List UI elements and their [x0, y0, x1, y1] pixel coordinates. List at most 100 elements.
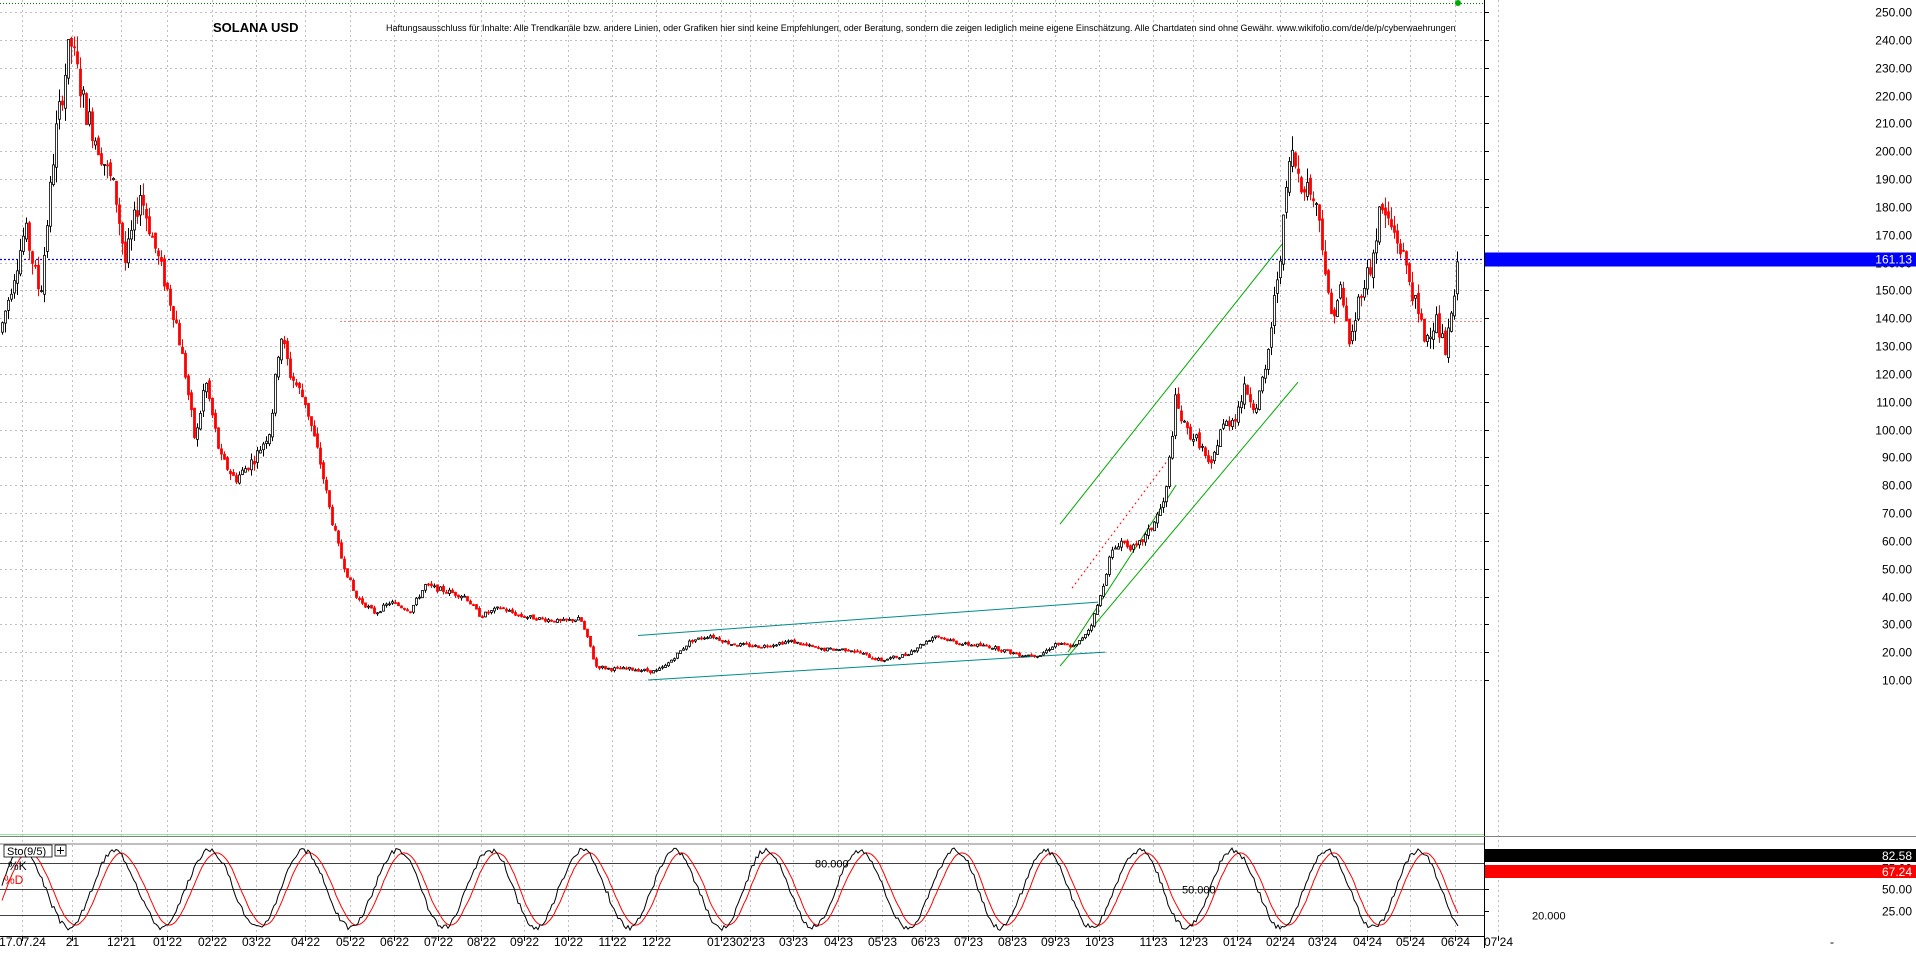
candle-body — [139, 195, 142, 216]
candle-body — [709, 635, 712, 639]
candle-body — [49, 181, 52, 227]
candle-body — [811, 644, 814, 648]
candle-body — [994, 646, 997, 650]
candle-body — [1177, 393, 1180, 409]
stoch-d-badge — [1485, 865, 1916, 878]
candle-body — [355, 590, 358, 598]
candle-body — [1294, 152, 1297, 167]
candle-body — [1009, 649, 1012, 654]
candle-body — [487, 611, 490, 614]
candle-body — [85, 93, 88, 125]
candle-body — [280, 338, 283, 361]
candle-body — [505, 608, 508, 612]
x-tick-label: 05'24 — [1396, 935, 1425, 948]
x-tick-label: 17.07.24 — [0, 935, 46, 948]
y-tick-label: 250.00 — [1875, 6, 1912, 20]
candle-body — [1387, 211, 1390, 219]
candle-body — [1192, 439, 1195, 442]
candle-body — [1228, 420, 1231, 427]
candle-body — [775, 644, 778, 647]
candle-body — [1171, 435, 1174, 459]
candle-body — [1156, 513, 1159, 524]
candle-body — [1336, 300, 1339, 317]
candle-body — [1039, 655, 1042, 657]
scroll-right-icon[interactable]: - — [1830, 935, 1834, 949]
candle-body — [1396, 230, 1399, 244]
candle-body — [1030, 654, 1033, 657]
candle-body — [1144, 533, 1147, 543]
stoch-level-label: 20.000 — [1532, 911, 1566, 923]
candle-body — [1033, 654, 1036, 657]
x-tick-label: 03'24 — [1308, 935, 1337, 948]
candle-body — [841, 648, 844, 651]
candle-body — [799, 642, 802, 646]
candle-body — [937, 635, 940, 638]
candle-body — [1408, 263, 1411, 282]
y-tick-label: 10.00 — [1882, 674, 1912, 688]
candle-body — [826, 647, 829, 652]
candle-body — [625, 667, 628, 670]
candle-body — [4, 310, 7, 324]
candle-body — [268, 434, 271, 445]
candle-body — [400, 605, 403, 609]
candle-body — [559, 618, 562, 622]
candle-body — [1105, 573, 1108, 586]
candle-body — [193, 407, 196, 438]
candle-body — [916, 647, 919, 652]
candle-body — [871, 657, 874, 660]
candle-body — [22, 235, 25, 252]
candle-body — [997, 646, 1000, 651]
candle-body — [1006, 649, 1009, 652]
candle-body — [10, 293, 13, 300]
y-tick-label: 170.00 — [1875, 229, 1912, 243]
candle-body — [1291, 149, 1294, 167]
candle-body — [337, 530, 340, 544]
candle-body — [121, 222, 124, 244]
candle-body — [187, 375, 190, 396]
candle-body — [28, 222, 31, 251]
candle-body — [892, 655, 895, 659]
candle-body — [256, 450, 259, 463]
candle-body — [331, 506, 334, 526]
candle-body — [763, 644, 766, 648]
candle-body — [715, 637, 718, 640]
candle-body — [1036, 655, 1039, 658]
x-tick-label: 21 — [66, 935, 80, 948]
candle-body — [1435, 314, 1438, 334]
candle-body — [610, 667, 613, 671]
candle-body — [1078, 640, 1081, 645]
y-tick-label: 190.00 — [1875, 173, 1912, 187]
candle-body — [1129, 545, 1132, 551]
candle-body — [1237, 406, 1240, 423]
candle-body — [190, 392, 193, 411]
candle-body — [13, 280, 16, 294]
x-tick-label: 09'22 — [510, 935, 539, 948]
candle-body — [844, 648, 847, 652]
candle-body — [646, 668, 649, 672]
candle-body — [793, 639, 796, 644]
candle-body — [277, 356, 280, 378]
candle-body — [511, 609, 514, 614]
candle-body — [667, 662, 670, 667]
candle-body — [499, 607, 502, 610]
x-tick-label: 04'23 — [824, 935, 853, 948]
candle-body — [274, 373, 277, 414]
candle-body — [817, 647, 820, 649]
candle-body — [37, 264, 40, 290]
candle-body — [883, 659, 886, 662]
candle-body — [382, 604, 385, 612]
candle-body — [325, 479, 328, 491]
candle-body — [1, 322, 4, 333]
candle-body — [250, 459, 253, 471]
candle-body — [928, 640, 931, 642]
candle-body — [478, 607, 481, 617]
candle-body — [1147, 528, 1150, 536]
candle-body — [655, 669, 658, 672]
candle-body — [616, 666, 619, 669]
candle-body — [898, 657, 901, 660]
candle-body — [391, 601, 394, 604]
candle-body — [1219, 429, 1222, 447]
candle-body — [961, 643, 964, 646]
candle-body — [379, 611, 382, 614]
candle-body — [1111, 549, 1114, 558]
